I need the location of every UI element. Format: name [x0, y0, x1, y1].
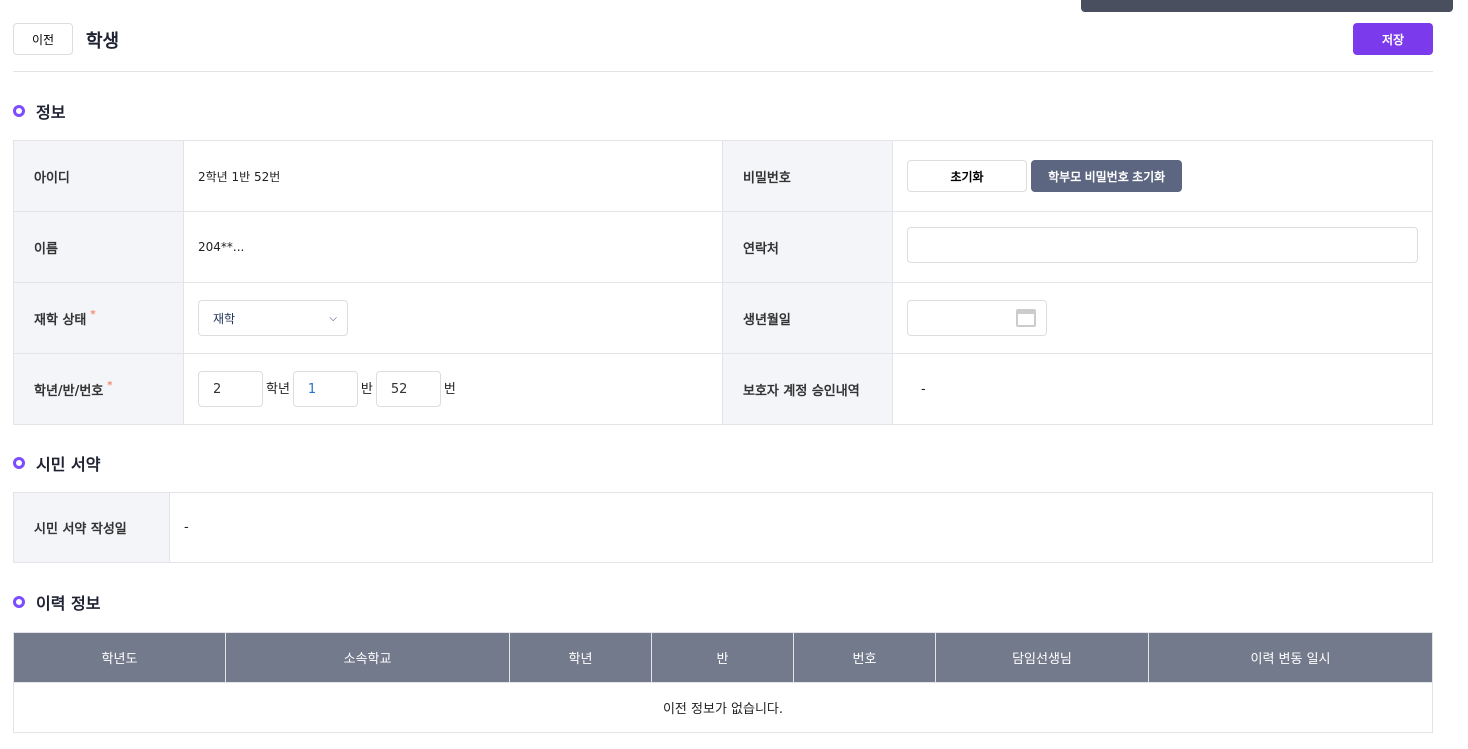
section-info-title: 정보: [13, 99, 65, 123]
page-title: 학생: [86, 31, 120, 52]
guardian-value: -: [892, 353, 1433, 425]
bullet-icon: [13, 105, 25, 117]
contact-label: 연락처: [722, 211, 893, 283]
info-table: 아이디 2학년 1반 52번 비밀번호 초기화 학부모 비밀번호 초기화 이름 …: [13, 140, 1433, 425]
pledge-date-label: 시민 서약 작성일: [13, 492, 170, 563]
column-header: 반: [651, 632, 794, 683]
divider: [13, 71, 1433, 72]
guardian-label: 보호자 계정 승인내역: [722, 353, 893, 425]
birth-label: 생년월일: [722, 282, 893, 354]
reset-parent-password-button[interactable]: 학부모 비밀번호 초기화: [1031, 160, 1183, 192]
section-history-title: 이력 정보: [13, 590, 100, 614]
column-header: 학년: [509, 632, 652, 683]
name-label: 이름: [13, 211, 184, 283]
required-mark: *: [90, 308, 96, 320]
required-mark: *: [107, 379, 113, 391]
bullet-icon: [13, 457, 25, 469]
grade-unit: 학년: [266, 381, 290, 397]
number-input[interactable]: 52: [375, 371, 441, 407]
column-header: 학년도: [13, 632, 226, 683]
status-select-value: 재학: [213, 311, 236, 326]
column-header: 이력 변동 일시: [1148, 632, 1433, 683]
save-button[interactable]: 저장: [1353, 23, 1433, 55]
section-title-text: 정보: [36, 103, 66, 122]
class-unit: 반: [360, 381, 373, 397]
status-label-text: 재학 상태: [34, 312, 87, 328]
pledge-date-value: -: [169, 492, 1433, 563]
grade-input[interactable]: 2: [198, 371, 263, 407]
grade-label: 학년/반/번호 *: [13, 353, 184, 425]
section-title-text: 시민 서약: [36, 455, 101, 474]
password-label: 비밀번호: [722, 140, 893, 212]
section-title-text: 이력 정보: [36, 594, 101, 613]
top-overlay-bar: [1081, 0, 1453, 12]
class-input[interactable]: 1: [292, 371, 358, 407]
status-select[interactable]: 재학 ⌵: [198, 300, 348, 336]
reset-password-button[interactable]: 초기화: [907, 160, 1027, 192]
id-value: 2학년 1반 52번: [183, 140, 723, 212]
column-header: 소속학교: [225, 632, 510, 683]
name-value: 204**...: [183, 211, 723, 283]
number-unit: 번: [443, 381, 456, 397]
empty-message: 이전 정보가 없습니다.: [13, 682, 1433, 733]
column-header: 번호: [793, 632, 936, 683]
birth-date-input[interactable]: [907, 300, 1047, 336]
history-table: 학년도 소속학교 학년 반 번호 담임선생님 이력 변동 일시 이전 정보가 없…: [13, 632, 1433, 733]
section-pledge-title: 시민 서약: [13, 451, 100, 475]
calendar-icon: [1016, 309, 1036, 327]
pledge-table: 시민 서약 작성일 -: [13, 492, 1433, 563]
id-label: 아이디: [13, 140, 184, 212]
contact-input[interactable]: [907, 227, 1418, 263]
history-header-row: 학년도 소속학교 학년 반 번호 담임선생님 이력 변동 일시: [13, 632, 1433, 683]
column-header: 담임선생님: [935, 632, 1149, 683]
grade-label-text: 학년/반/번호: [34, 383, 104, 399]
bullet-icon: [13, 596, 25, 608]
status-label: 재학 상태 *: [13, 282, 184, 354]
back-button[interactable]: 이전: [13, 23, 73, 55]
chevron-down-icon: ⌵: [329, 312, 337, 324]
